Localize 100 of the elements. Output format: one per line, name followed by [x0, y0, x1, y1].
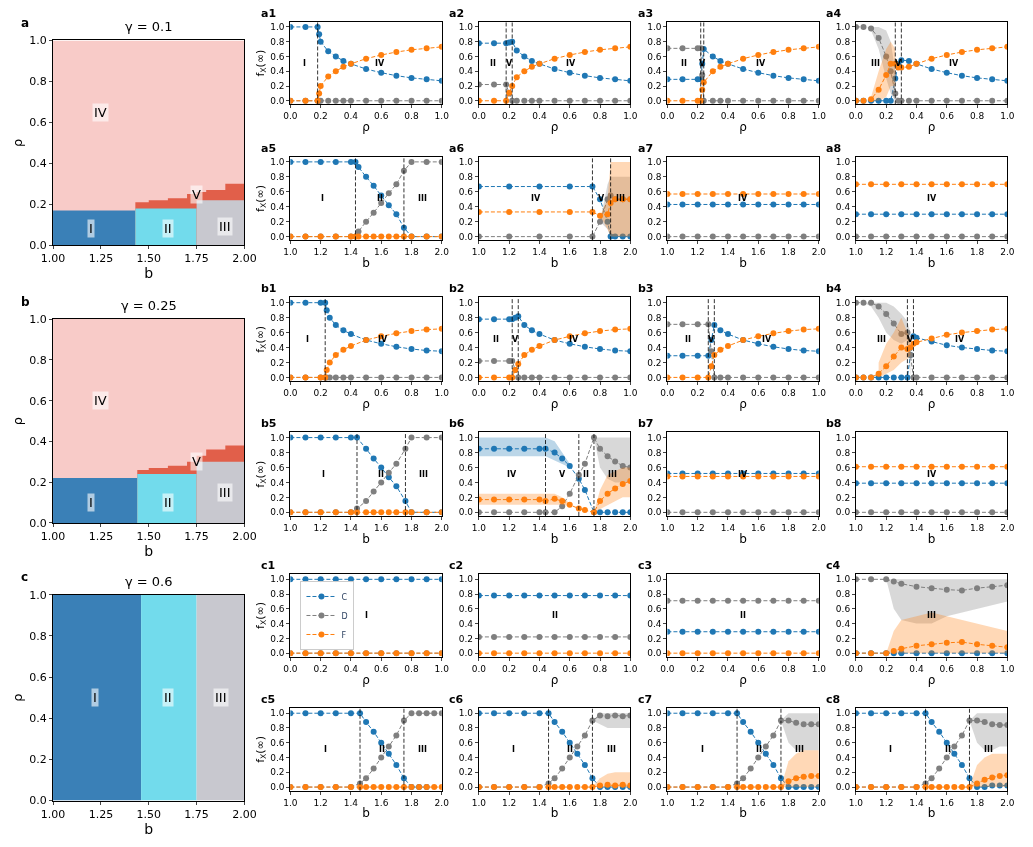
- x-tick-label: 0.8: [404, 387, 419, 398]
- text: a: [21, 16, 30, 30]
- x-tick-label: 0.4: [909, 111, 924, 122]
- text: c: [21, 570, 29, 584]
- y-tick-label: 0.8: [835, 36, 851, 47]
- annotation: III: [215, 690, 227, 705]
- chart-title: a4: [826, 7, 842, 20]
- x-tick-label: 1.8: [404, 522, 419, 533]
- y-tick-label: 0.2: [270, 81, 285, 92]
- y-tick-label: 0.2: [835, 492, 851, 503]
- y-tick-label: 0.4: [647, 66, 662, 77]
- x-axis-title: b: [362, 806, 370, 821]
- x-axis-title: ρ: [550, 396, 559, 411]
- x-tick-label: 0.2: [879, 111, 894, 122]
- x-tick-label: 2.0: [811, 247, 827, 258]
- y-tick-label: 0.8: [270, 447, 285, 458]
- x-tick-label: 0.2: [313, 663, 328, 674]
- x-tick-label: 0.4: [343, 663, 359, 674]
- y-tick-label: 0.8: [647, 447, 662, 458]
- y-tick-label: 0.2: [458, 81, 474, 92]
- text: b: [21, 295, 30, 309]
- x-tick-label: 1.8: [592, 247, 608, 258]
- x-tick-label: 0.8: [592, 663, 608, 674]
- annotation: III: [608, 470, 617, 479]
- x-tick-label: 1.0: [811, 387, 827, 398]
- x-tick-label: 0.4: [532, 111, 547, 122]
- x-tick-label: 0.4: [909, 663, 924, 674]
- x-tick-label: 1.75: [184, 252, 209, 266]
- annotation: IV: [566, 59, 576, 68]
- y-tick-label: 0.2: [458, 633, 474, 644]
- y-tick-label: 1.0: [29, 312, 47, 326]
- x-tick-label: 2.0: [1000, 247, 1015, 258]
- y-tick-label: 0.2: [647, 216, 662, 227]
- y-tick-label: 0.8: [647, 312, 662, 323]
- y-tick-label: 0.8: [270, 171, 285, 182]
- x-tick-label: 1.6: [939, 797, 955, 808]
- x-tick-label: 0.0: [848, 387, 864, 398]
- x-tick-label: 1.0: [660, 522, 675, 533]
- annotation: III: [871, 59, 880, 68]
- x-tick-label: 0.8: [592, 111, 608, 122]
- y-tick-label: 0.6: [270, 327, 285, 338]
- x-tick-label: 0.6: [562, 387, 578, 398]
- y-tick-label: 0.6: [835, 51, 851, 62]
- x-axis-title: ρ: [362, 120, 370, 135]
- x-axis-title: b: [927, 806, 936, 821]
- x-tick-label: 1.8: [592, 797, 608, 808]
- y-tick-label: 0.0: [270, 782, 285, 793]
- y-tick-label: 0.8: [458, 312, 474, 323]
- x-tick-label: 0.0: [471, 387, 487, 398]
- x-tick-label: 0.2: [502, 111, 517, 122]
- y-tick-label: 0.0: [270, 372, 285, 383]
- x-tick-label: 0.0: [660, 663, 675, 674]
- x-tick-label: 0.6: [562, 111, 578, 122]
- y-tick-label: 1.0: [835, 157, 851, 168]
- annotation: IV: [927, 470, 937, 479]
- annotation: II: [552, 611, 558, 620]
- y-tick-label: 1.0: [835, 574, 851, 585]
- x-tick-label: 1.2: [502, 522, 517, 533]
- x-tick-label: 0.8: [781, 387, 796, 398]
- y-tick-label: 0.4: [458, 342, 474, 353]
- x-tick-label: 2.00: [232, 252, 257, 266]
- y-tick-label: 0.4: [835, 66, 851, 77]
- y-tick-label: 0.2: [835, 357, 851, 368]
- x-tick-label: 2.0: [623, 522, 638, 533]
- y-tick-label: 1.0: [835, 297, 851, 308]
- annotation: V: [506, 59, 513, 68]
- annotation: I: [365, 611, 368, 620]
- x-tick-label: 0.4: [909, 387, 924, 398]
- y-tick-label: 0.2: [270, 216, 285, 227]
- annotation: I: [321, 194, 324, 203]
- y-tick-label: 0.4: [270, 618, 285, 629]
- y-tick-label: 0.6: [458, 51, 474, 62]
- annotation: III: [418, 194, 427, 203]
- y-tick-label: 0.4: [835, 477, 851, 488]
- x-tick-label: 0.2: [313, 111, 328, 122]
- y-tick-label: 1.0: [458, 574, 474, 585]
- y-tick-label: 0.0: [270, 95, 285, 106]
- x-tick-label: 1.00: [40, 807, 66, 821]
- chart-title: b7: [638, 417, 654, 430]
- x-tick-label: 0.8: [781, 111, 796, 122]
- x-tick-label: 2.0: [434, 797, 450, 808]
- y-tick-label: 0.2: [29, 476, 47, 490]
- y-tick-label: 0.2: [835, 767, 851, 778]
- annotation: V: [192, 187, 201, 202]
- y-tick-label: 0.6: [270, 51, 285, 62]
- annotation: III: [219, 485, 231, 500]
- x-tick-label: 0.8: [969, 663, 985, 674]
- x-tick-label: 2.0: [1000, 797, 1015, 808]
- y-tick-label: 0.8: [270, 36, 285, 47]
- y-tick-label: 0.2: [647, 81, 662, 92]
- annotation: IV: [507, 470, 517, 479]
- x-tick-label: 0.6: [374, 111, 389, 122]
- x-tick-label: 0.0: [283, 663, 298, 674]
- x-tick-label: 0.2: [502, 387, 517, 398]
- y-tick-label: 1.0: [458, 297, 474, 308]
- y-tick-label: 0.2: [647, 357, 662, 368]
- x-tick-label: 2.0: [623, 797, 638, 808]
- x-tick-label: 1.0: [848, 797, 864, 808]
- x-tick-label: 0.8: [404, 111, 419, 122]
- annotation: IV: [375, 59, 385, 68]
